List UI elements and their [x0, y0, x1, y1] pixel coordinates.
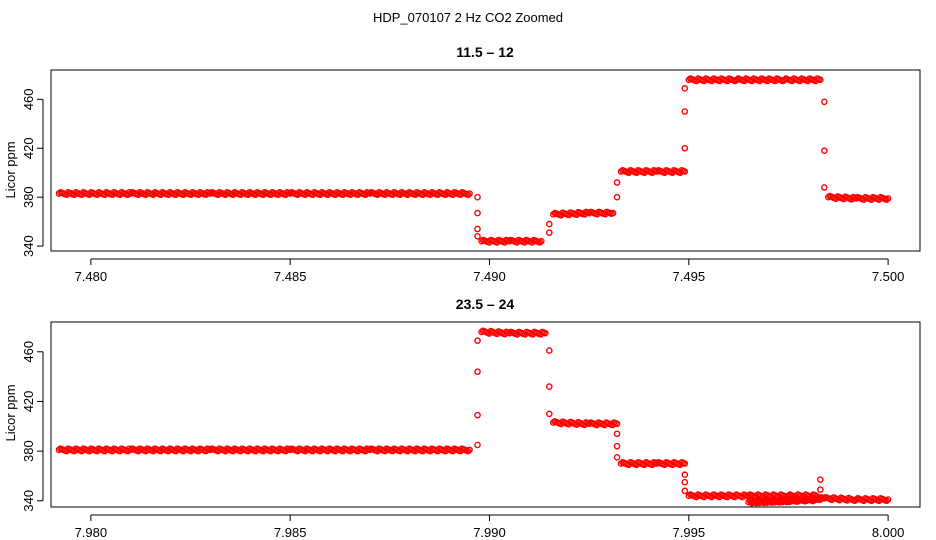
data-point [474, 209, 481, 217]
data-point [474, 337, 481, 344]
data-point [609, 209, 617, 217]
data-point [817, 476, 824, 483]
panel-2-title: 23.5 – 24 [456, 296, 515, 312]
panel-1-y-label: Licor ppm [3, 141, 18, 198]
panel-1: 11.5 – 12 7.480 7.485 7.490 7.495 7.500 3403… [3, 44, 921, 284]
x-tick-label: 7.980 [75, 525, 108, 540]
y-tick-label: 460 [21, 88, 36, 110]
panel-1-points [55, 75, 892, 246]
data-point [817, 486, 824, 493]
data-point [474, 441, 481, 449]
panel-1-y-axis: 340 380 420 460 [21, 88, 44, 257]
data-point [613, 179, 621, 186]
data-point [821, 184, 828, 191]
x-tick-label: 7.490 [473, 269, 506, 284]
data-point [545, 383, 553, 390]
data-point [613, 454, 621, 461]
data-point [466, 446, 473, 454]
data-point [613, 430, 621, 438]
data-point [538, 237, 545, 245]
data-point [681, 478, 689, 486]
data-point [474, 368, 481, 375]
data-point [681, 487, 689, 495]
x-tick-label: 7.985 [274, 525, 307, 540]
y-tick-label: 340 [21, 490, 36, 512]
data-point [821, 98, 828, 106]
y-tick-label: 460 [21, 341, 36, 363]
panel-2-plot-frame [50, 321, 921, 508]
data-point [681, 85, 689, 92]
y-tick-label: 380 [21, 440, 36, 462]
y-tick-label: 340 [21, 235, 36, 257]
data-point [474, 193, 481, 201]
panel-2-x-axis: 7.980 7.985 7.990 7.995 8.000 [75, 514, 905, 540]
data-point [884, 195, 892, 202]
data-point [545, 410, 553, 418]
panel-1-title: 11.5 – 12 [456, 44, 514, 60]
panel-2-y-label: Licor ppm [3, 384, 18, 441]
data-point [613, 420, 621, 428]
data-point [613, 193, 621, 201]
data-point [681, 460, 689, 467]
data-point [545, 229, 553, 236]
panel-1-plot-frame [50, 69, 921, 252]
data-point [681, 471, 689, 479]
x-tick-label: 7.480 [75, 269, 108, 284]
data-point [474, 233, 481, 240]
data-point [681, 168, 689, 175]
panel-2-points [55, 327, 892, 507]
data-point [474, 411, 481, 419]
x-tick-label: 8.000 [872, 525, 905, 540]
data-point [541, 329, 549, 337]
data-point [681, 144, 689, 152]
data-point [821, 147, 828, 155]
x-tick-label: 7.485 [274, 269, 307, 284]
data-point [545, 347, 553, 354]
data-point [613, 442, 621, 450]
figure-title: HDP_070107 2 Hz CO2 Zoomed [373, 10, 563, 25]
x-tick-label: 7.990 [473, 525, 506, 540]
x-tick-label: 7.995 [673, 525, 706, 540]
panel-2-y-axis: 340 380 420 460 [21, 341, 44, 512]
y-tick-label: 380 [21, 186, 36, 208]
data-point [466, 190, 473, 197]
y-tick-label: 420 [21, 137, 36, 159]
x-tick-label: 7.500 [872, 269, 905, 284]
x-tick-label: 7.495 [673, 269, 706, 284]
panel-2: 23.5 – 24 7.980 7.985 7.990 7.995 8.000 3403… [3, 296, 921, 540]
data-point [545, 220, 553, 228]
data-point [474, 225, 481, 233]
data-point [817, 76, 824, 84]
y-tick-label: 420 [21, 391, 36, 413]
data-point [884, 496, 892, 503]
panel-1-x-axis: 7.480 7.485 7.490 7.495 7.500 [75, 258, 905, 284]
data-point [681, 108, 689, 115]
